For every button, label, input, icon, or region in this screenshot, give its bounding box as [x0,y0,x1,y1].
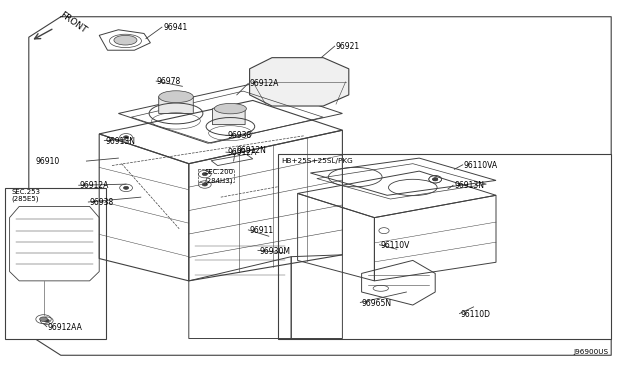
Text: 96913N: 96913N [106,137,136,146]
Circle shape [124,136,129,139]
Circle shape [44,319,49,322]
Text: 96110D: 96110D [461,310,491,319]
Ellipse shape [159,91,193,103]
Ellipse shape [114,35,137,45]
Bar [5,188,106,339]
Text: 96912A: 96912A [227,148,257,157]
Text: (284H3): (284H3) [205,177,234,184]
Text: J96900US: J96900US [573,349,608,355]
Text: 96910: 96910 [35,157,60,166]
Text: 96110VA: 96110VA [464,161,498,170]
Text: 96938: 96938 [90,198,114,207]
Bar [278,154,611,339]
Text: 96913N: 96913N [454,182,484,190]
Text: 96912AA: 96912AA [48,323,83,332]
Text: 96938: 96938 [227,131,252,140]
Text: 96978: 96978 [157,77,181,86]
Circle shape [124,186,129,189]
Text: 96912A: 96912A [250,79,279,88]
Text: 96921: 96921 [336,42,360,51]
Ellipse shape [214,103,246,114]
Text: 96930M: 96930M [259,247,290,256]
Circle shape [433,178,438,181]
Text: 96941: 96941 [163,23,188,32]
Text: 96912A: 96912A [80,182,109,190]
Circle shape [433,178,438,181]
Text: 96110V: 96110V [381,241,410,250]
Text: 96965N: 96965N [362,299,392,308]
Text: FRONT: FRONT [58,10,88,35]
Circle shape [202,173,207,176]
Text: SEC.200: SEC.200 [205,169,234,175]
Polygon shape [159,93,193,113]
Text: (285E5): (285E5) [12,196,39,202]
Text: HB+25S+25SL/PKG: HB+25S+25SL/PKG [282,158,353,164]
Circle shape [40,317,47,321]
Text: 96912N: 96912N [237,146,267,155]
Text: SEC.253: SEC.253 [12,189,40,195]
Polygon shape [250,58,349,106]
Text: 96911: 96911 [250,226,274,235]
Circle shape [202,183,207,186]
Polygon shape [212,105,245,125]
